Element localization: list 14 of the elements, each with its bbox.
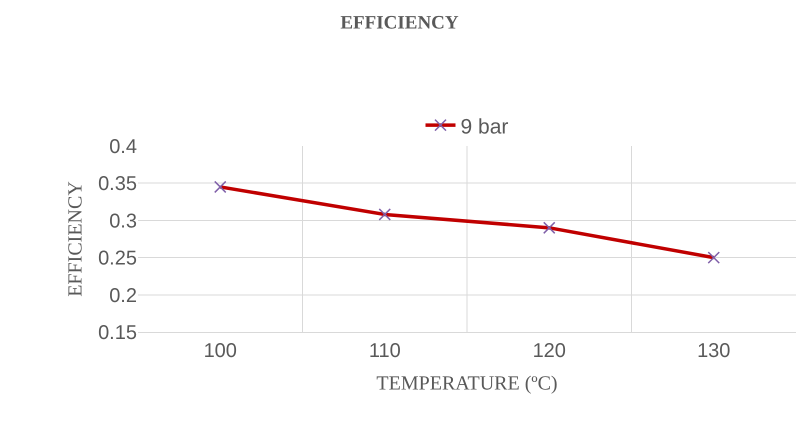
y-tick-label: 0.25 <box>98 248 137 270</box>
x-axis-title: TEMPERATURE (ºC) <box>376 372 558 394</box>
legend-label: 9 bar <box>460 115 508 138</box>
y-tick-label: 0.35 <box>98 173 137 196</box>
y-tick-label: 0.4 <box>109 136 137 158</box>
y-tick-label: 0.15 <box>98 322 137 344</box>
x-tick-label: 100 <box>204 340 237 362</box>
y-axis-title: EFFICIENCY <box>64 181 87 297</box>
x-tick-label: 130 <box>697 340 730 362</box>
x-tick-label: 120 <box>532 340 566 362</box>
y-tick-label: 0.3 <box>109 210 137 232</box>
x-tick-label: 110 <box>368 340 401 362</box>
chart-title: EFFICIENCY <box>340 12 459 34</box>
y-tick-label: 0.2 <box>109 284 137 307</box>
